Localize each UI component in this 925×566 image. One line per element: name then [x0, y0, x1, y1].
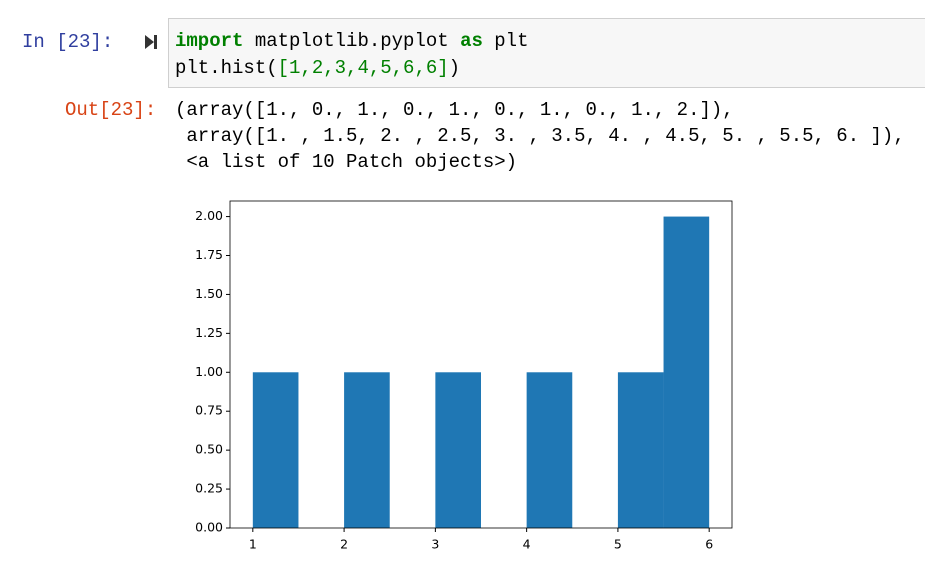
- code-token: plt: [482, 30, 529, 52]
- bar: [344, 372, 390, 528]
- x-tick-label: 1: [249, 537, 257, 552]
- input-prompt: In [23]:: [22, 31, 114, 53]
- y-tick-label: 1.50: [195, 286, 223, 301]
- keyword: as: [460, 30, 483, 52]
- y-tick-label: 1.25: [195, 325, 223, 340]
- y-tick-label: 2.00: [195, 208, 223, 223]
- output-prompt: Out[23]:: [65, 99, 157, 121]
- bar: [252, 372, 299, 528]
- code-token: plt.hist(: [175, 57, 278, 79]
- axes-frame: [229, 200, 733, 529]
- bar: [617, 372, 664, 528]
- output: (array([1., 0., 1., 0., 1., 0., 1., 0., …: [175, 97, 905, 175]
- x-tick-label: 2: [340, 537, 348, 552]
- chart: 0.00 0.25 0.50 0.75 1.00 1.25 1.50 1.75 2.00 1 2 3 4…: [195, 200, 733, 552]
- code-token: matplotlib.pyplot: [243, 30, 461, 52]
- code: import matplotlib.pyplot as plt plt.hist…: [175, 28, 528, 82]
- code-token: ): [448, 57, 461, 79]
- y-tick-label: 0.50: [195, 442, 223, 457]
- y-tick-label: 0.75: [195, 403, 223, 418]
- code-cell[interactable]: import matplotlib.pyplot as plt plt.hist…: [168, 18, 925, 88]
- x-tick-label: 6: [705, 537, 713, 552]
- y-tick-label: 0.00: [195, 520, 223, 535]
- x-tick-label: 3: [431, 537, 439, 552]
- run-icon[interactable]: [143, 33, 159, 51]
- x-tick-label: 4: [523, 537, 531, 552]
- y-tick-label: 1.00: [195, 364, 223, 379]
- x-tick-label: 5: [614, 537, 622, 552]
- output-line: array([1. , 1.5, 2. , 2.5, 3. , 3.5, 4. …: [175, 125, 905, 147]
- bar: [435, 372, 481, 528]
- output-line: <a list of 10 Patch objects>): [175, 151, 518, 173]
- y-tick-label: 0.25: [195, 481, 223, 496]
- bar: [663, 216, 710, 529]
- output-line: (array([1., 0., 1., 0., 1., 0., 1., 0., …: [175, 99, 734, 121]
- code-literal: [1,2,3,4,5,6,6]: [277, 57, 449, 79]
- y-tick-label: 1.75: [195, 247, 223, 262]
- keyword: import: [175, 30, 244, 52]
- bar: [526, 372, 573, 528]
